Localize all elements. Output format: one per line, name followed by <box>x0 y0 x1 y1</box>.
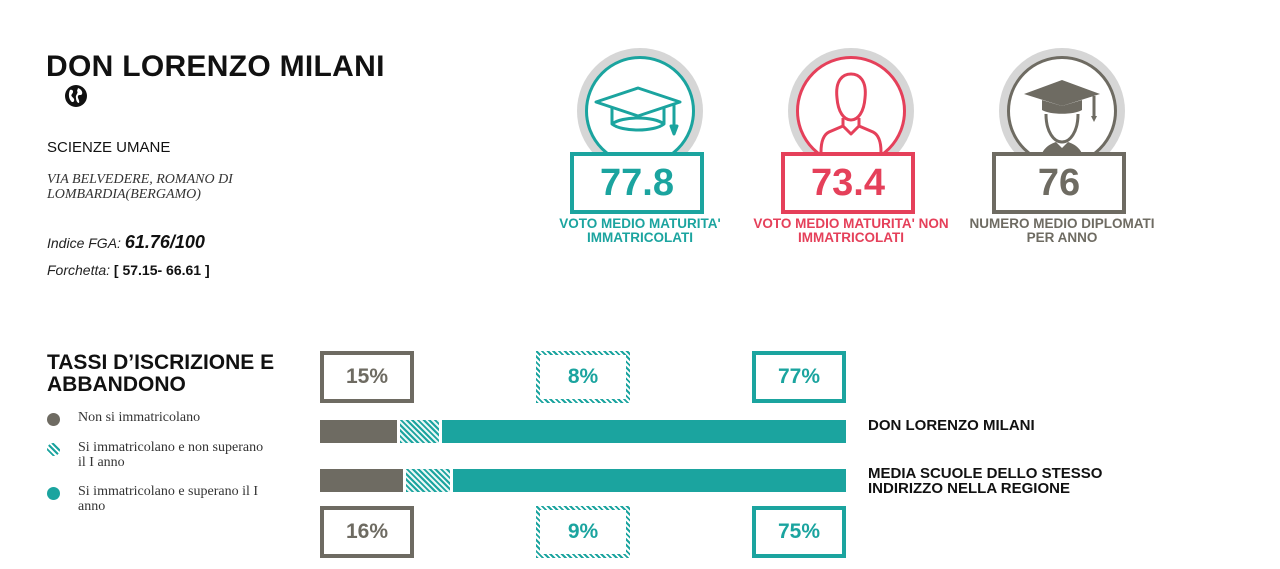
school-address: VIA BELVEDERE, ROMANO DI LOMBARDIA(BERGA… <box>47 172 233 202</box>
legend-label: Non si immatricolano <box>78 410 201 425</box>
legend-label: Si immatricolano e superano il I anno <box>78 484 259 514</box>
fga-value: 61.76/100 <box>124 232 205 252</box>
pct-box-dropout-region: 9% <box>536 506 630 558</box>
legend-dot-teal <box>47 487 60 500</box>
section-title: TASSI D’ISCRIZIONE E ABBANDONO <box>47 351 275 396</box>
legend-dot-hatched <box>47 443 60 456</box>
metric-voto-immatricolati: 77.8 VOTO MEDIO MATURITA' IMMATRICOLATI <box>540 48 740 248</box>
metric-label: NUMERO MEDIO DIPLOMATI PER ANNO <box>969 216 1155 245</box>
stacked-bar-school <box>320 420 846 443</box>
bar-label-region: MEDIA SCUOLE DELLO STESSO INDIRIZZO NELL… <box>868 465 1103 497</box>
pct-box-dropout: 8% <box>536 351 630 403</box>
bar-segment-not-enrolled <box>320 469 403 492</box>
bar-label-school: DON LORENZO MILANI <box>868 417 1035 434</box>
metric-value: 77.8 <box>570 152 704 214</box>
pct-box-passed: 77% <box>752 351 846 403</box>
metric-value: 73.4 <box>781 152 915 214</box>
person-icon <box>799 60 903 164</box>
school-type: SCIENZE UMANE <box>47 139 171 156</box>
bar-segment-dropout <box>405 469 450 492</box>
globe-icon[interactable] <box>64 84 88 108</box>
pct-box-passed-region: 75% <box>752 506 846 558</box>
school-name: DON LORENZO MILANI <box>46 50 385 83</box>
bar-segment-dropout <box>400 420 440 443</box>
legend-label: Si immatricolano e non superano il I ann… <box>78 440 264 470</box>
bar-segment-passed <box>442 420 846 443</box>
metric-voto-non-immatricolati: 73.4 VOTO MEDIO MATURITA' NON IMMATRICOL… <box>751 48 951 248</box>
forchetta: Forchetta: [ 57.15- 66.61 ] <box>47 262 210 278</box>
graduate-icon <box>1010 60 1114 164</box>
bar-segment-not-enrolled <box>320 420 398 443</box>
stacked-bar-region <box>320 469 846 492</box>
metric-diplomati: 76 NUMERO MEDIO DIPLOMATI PER ANNO <box>962 48 1162 248</box>
forchetta-value: [ 57.15- 66.61 ] <box>113 262 210 278</box>
pct-box-not-enrolled: 15% <box>320 351 414 403</box>
metric-label: VOTO MEDIO MATURITA' NON IMMATRICOLATI <box>753 216 949 245</box>
metric-value: 76 <box>992 152 1126 214</box>
legend-dot-gray <box>47 413 60 426</box>
graduation-cap-icon <box>588 60 692 164</box>
fga-index: Indice FGA: 61.76/100 <box>47 232 205 253</box>
forchetta-label: Forchetta: <box>47 262 114 278</box>
pct-box-not-enrolled-region: 16% <box>320 506 414 558</box>
metric-label: VOTO MEDIO MATURITA' IMMATRICOLATI <box>559 216 721 245</box>
fga-label: Indice FGA: <box>47 235 125 251</box>
bar-segment-passed <box>453 469 846 492</box>
